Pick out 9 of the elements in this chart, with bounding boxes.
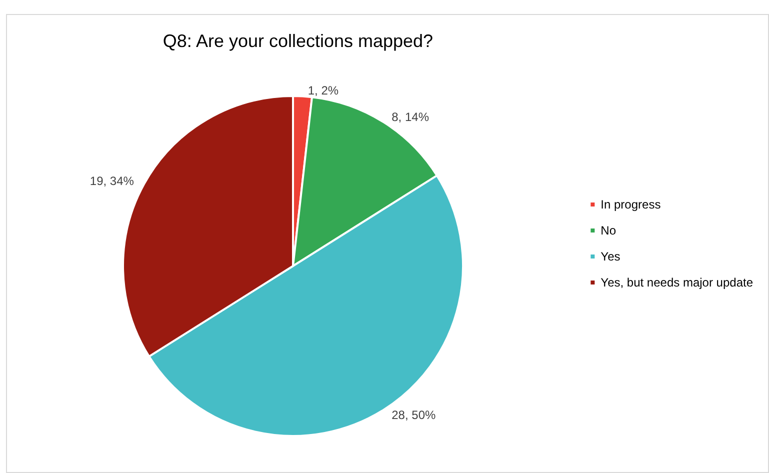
data-label: 19, 34% (90, 174, 134, 188)
legend-label: Yes (600, 250, 620, 264)
legend-label: In progress (600, 198, 661, 212)
legend-label: Yes, but needs major update (600, 276, 754, 290)
chart-title: Q8: Are your collections mapped? (162, 31, 434, 51)
legend-label: No (600, 224, 616, 238)
data-label: 1, 2% (308, 83, 339, 98)
data-label: 8, 14% (392, 110, 430, 124)
data-label: 28, 50% (392, 408, 436, 422)
